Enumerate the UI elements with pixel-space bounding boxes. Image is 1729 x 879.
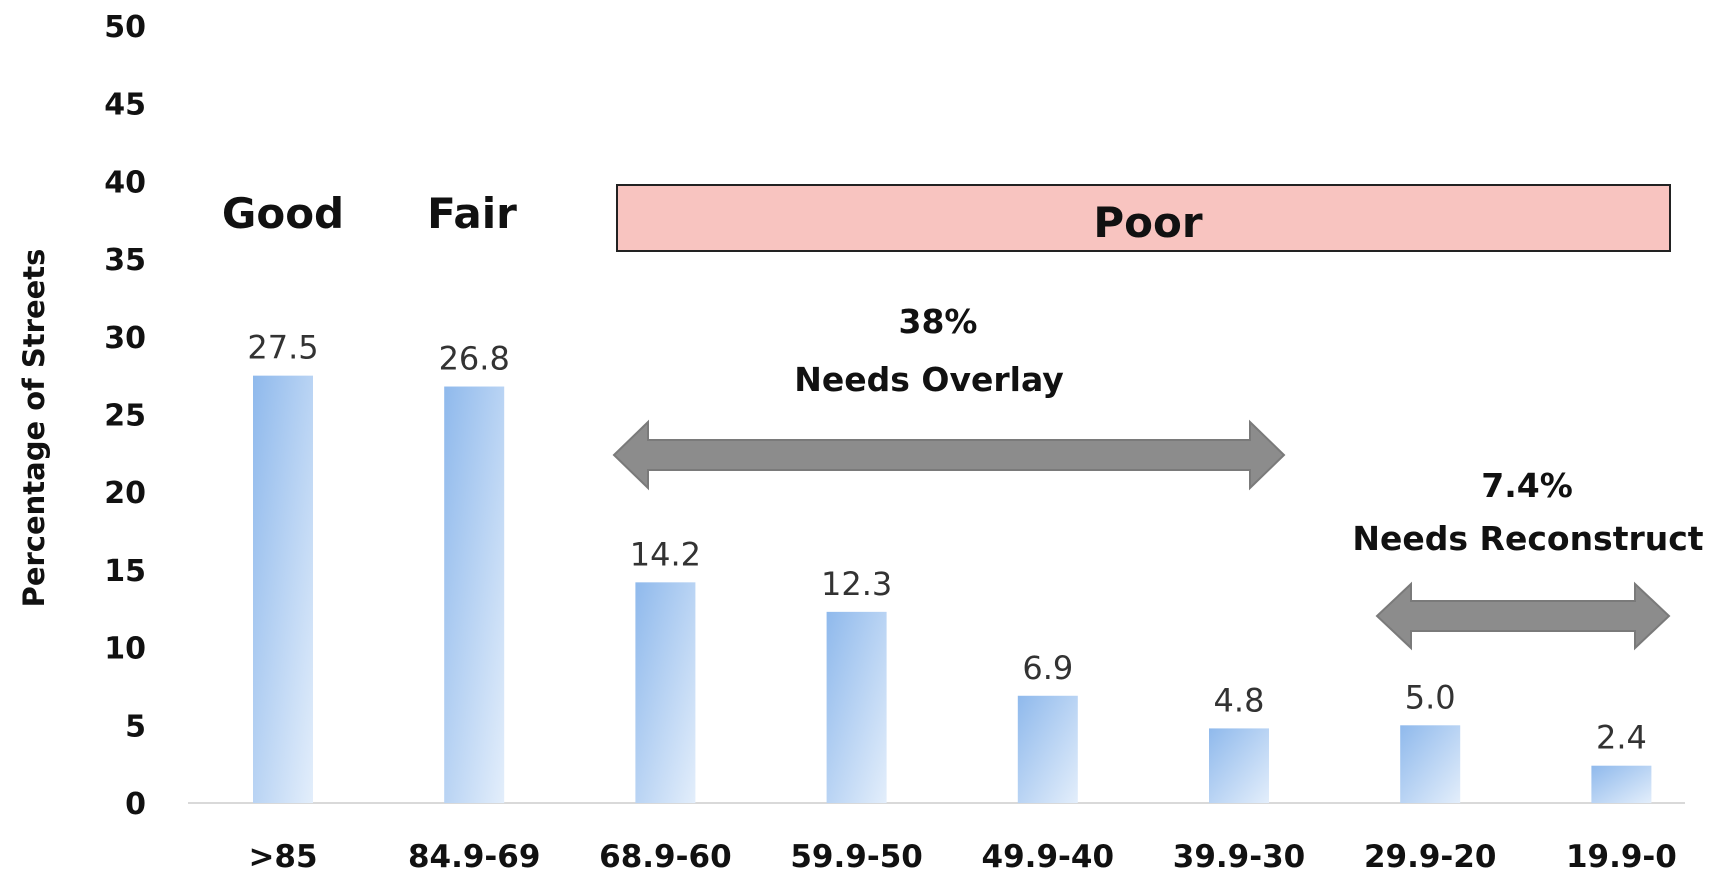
bar (1209, 728, 1269, 803)
category-good-label: Good (222, 189, 344, 238)
bar (1591, 765, 1652, 803)
poor-band (616, 184, 1671, 252)
y-tick-label: 35 (104, 243, 146, 278)
y-axis-ticks: 0 5 10 15 20 25 30 35 40 45 50 (104, 10, 146, 822)
x-axis-ticks: >85 84.9-69 68.9-60 59.9-50 49.9-40 39.9-30 29… (248, 839, 1676, 875)
x-tick-label: 68.9-60 (599, 839, 732, 875)
overlay-text: Needs Overlay (794, 360, 1063, 399)
x-tick-label: >85 (248, 839, 317, 875)
category-poor-label: Poor (1093, 198, 1202, 247)
reconstruct-double-arrow (1375, 581, 1671, 651)
y-tick-label: 5 (125, 709, 146, 744)
x-tick-label: 49.9-40 (982, 839, 1115, 875)
bar (253, 375, 313, 803)
y-tick-label: 10 (104, 632, 146, 667)
x-tick-label: 29.9-20 (1364, 839, 1497, 875)
bar-data-label: 26.8 (439, 340, 510, 378)
bar-data-label: 4.8 (1214, 681, 1265, 719)
bar-data-label: 14.2 (630, 535, 701, 573)
bar (1017, 695, 1078, 803)
bar-data-label: 6.9 (1022, 649, 1073, 687)
y-tick-label: 40 (104, 165, 146, 200)
x-tick-label: 39.9-30 (1173, 839, 1306, 875)
reconstruct-text: Needs Reconstruct (1352, 519, 1703, 558)
reconstruct-percent: 7.4% (1481, 466, 1573, 505)
bars (253, 375, 1652, 803)
bar (635, 582, 696, 803)
bar-data-label: 27.5 (247, 329, 318, 367)
overlay-percent: 38% (899, 302, 978, 341)
x-tick-label: 19.9-0 (1566, 839, 1677, 875)
y-tick-label: 0 (125, 787, 146, 822)
y-tick-label: 50 (104, 10, 146, 45)
y-tick-label: 20 (104, 476, 146, 511)
y-axis-label: Percentage of Streets (17, 249, 51, 608)
bar-data-label: 5.0 (1405, 678, 1456, 716)
y-tick-label: 25 (104, 399, 146, 434)
x-tick-label: 84.9-69 (408, 839, 541, 875)
x-tick-label: 59.9-50 (790, 839, 923, 875)
bar (1400, 725, 1461, 803)
category-fair-label: Fair (427, 189, 517, 238)
bar-data-label: 2.4 (1596, 719, 1647, 757)
bar (444, 386, 505, 803)
y-tick-label: 15 (104, 554, 146, 589)
overlay-double-arrow (612, 419, 1286, 491)
y-tick-label: 30 (104, 321, 146, 356)
bar (826, 611, 887, 803)
y-tick-label: 45 (104, 88, 146, 123)
bar-data-label: 12.3 (821, 565, 892, 603)
data-labels: 27.5 26.8 14.2 12.3 6.9 4.8 5.0 2.4 (247, 329, 1646, 757)
